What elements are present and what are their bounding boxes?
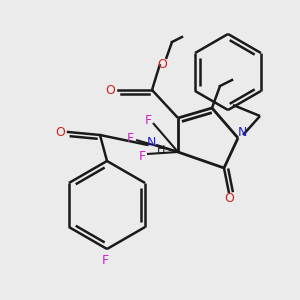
Text: F: F (126, 131, 134, 145)
Text: N: N (237, 127, 247, 140)
Text: O: O (224, 191, 234, 205)
Text: F: F (144, 113, 152, 127)
Text: N: N (146, 136, 156, 149)
Text: H: H (157, 145, 165, 155)
Text: O: O (105, 83, 115, 97)
Text: F: F (101, 254, 109, 268)
Text: O: O (55, 125, 65, 139)
Text: F: F (138, 151, 146, 164)
Text: O: O (157, 58, 167, 70)
